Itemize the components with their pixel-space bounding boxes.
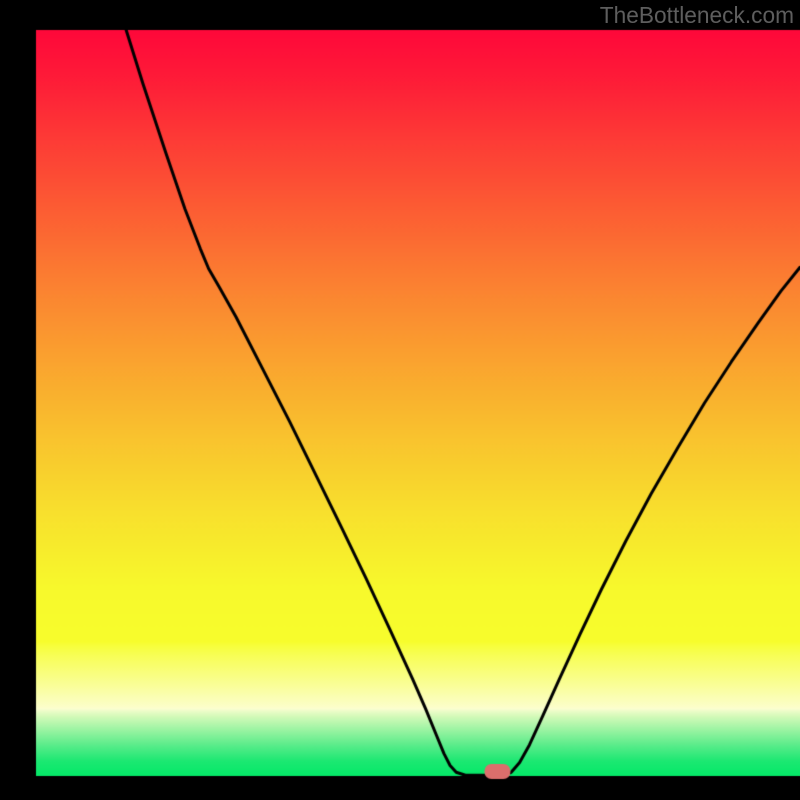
bottleneck-chart-canvas	[0, 0, 800, 800]
chart-container: { "watermark": { "text": "TheBottleneck.…	[0, 0, 800, 800]
